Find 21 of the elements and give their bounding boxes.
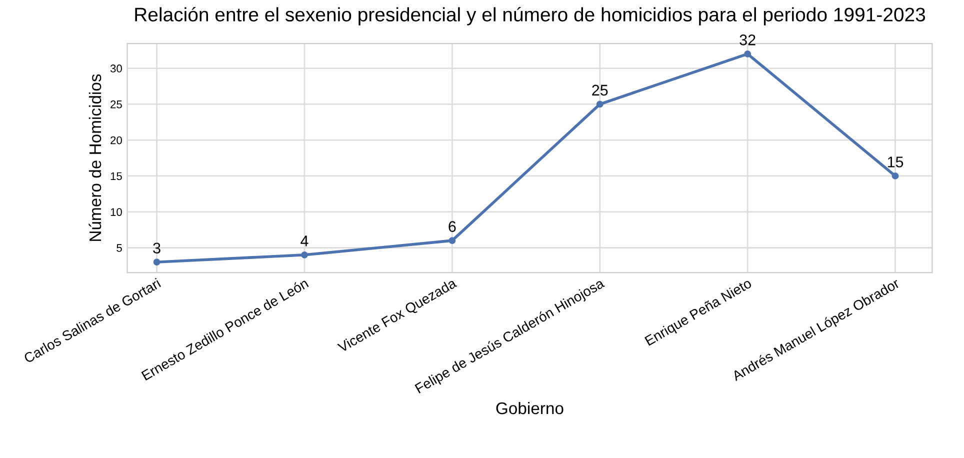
y-tick-label: 20 bbox=[110, 136, 122, 144]
point bbox=[448, 237, 456, 244]
x-axis-title: Gobierno bbox=[496, 402, 564, 414]
point bbox=[596, 100, 604, 108]
point bbox=[301, 251, 308, 258]
y-tick-label: 15 bbox=[110, 172, 122, 180]
y-axis-title: Número de Homicidios bbox=[88, 74, 102, 241]
data-label: 25 bbox=[592, 84, 608, 96]
y-tick-label: 25 bbox=[110, 100, 122, 108]
point bbox=[153, 258, 160, 266]
point bbox=[744, 50, 752, 58]
y-tick-label: 30 bbox=[110, 64, 122, 72]
y-tick-label: 10 bbox=[110, 208, 122, 216]
data-label: 15 bbox=[888, 156, 904, 168]
data-label: 3 bbox=[153, 242, 160, 254]
chart-title: Relación entre el sexenio presidencial y el número de homicidios para el periodo 1991-2023 bbox=[135, 6, 926, 26]
data-label: 6 bbox=[448, 221, 456, 232]
data-label: 32 bbox=[740, 34, 756, 46]
point bbox=[892, 172, 899, 180]
data-label: 4 bbox=[300, 236, 308, 246]
y-tick-label: 5 bbox=[116, 244, 122, 252]
